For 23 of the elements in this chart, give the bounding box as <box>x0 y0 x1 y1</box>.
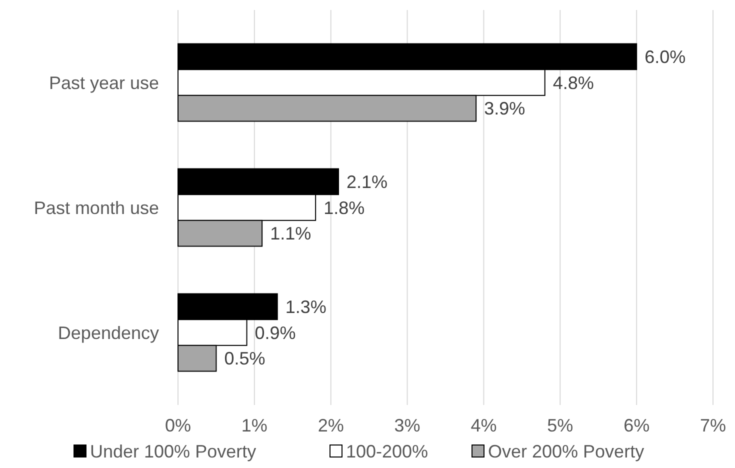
x-tick-label: 3% <box>394 415 420 436</box>
x-tick-label: 7% <box>700 415 726 436</box>
x-tick-label: 2% <box>318 415 344 436</box>
data-label: 1.1% <box>270 224 312 244</box>
data-label: 3.9% <box>484 98 526 119</box>
x-tick-label: 4% <box>470 415 497 436</box>
data-label: 2.1% <box>346 172 388 192</box>
data-label: 0.9% <box>254 322 296 343</box>
data-label: 0.5% <box>224 348 266 369</box>
data-label: 1.3% <box>285 296 326 317</box>
data-label: 4.8% <box>552 72 594 93</box>
y-tick-label: Dependency <box>58 322 159 343</box>
x-tick-label: 6% <box>624 415 650 436</box>
legend-label: 100-200% <box>346 441 428 462</box>
x-tick-label: 1% <box>241 415 268 436</box>
legend-label: Over 200% Poverty <box>488 441 644 462</box>
x-tick-label: 0% <box>164 415 192 436</box>
data-label: 1.8% <box>324 198 365 218</box>
data-label: 6.0% <box>644 46 686 67</box>
y-tick-label: Past year use <box>48 72 159 93</box>
legend-label: Under 100% Poverty <box>90 441 256 462</box>
y-tick-label: Past month use <box>34 198 159 218</box>
x-tick-label: 5% <box>547 415 574 436</box>
